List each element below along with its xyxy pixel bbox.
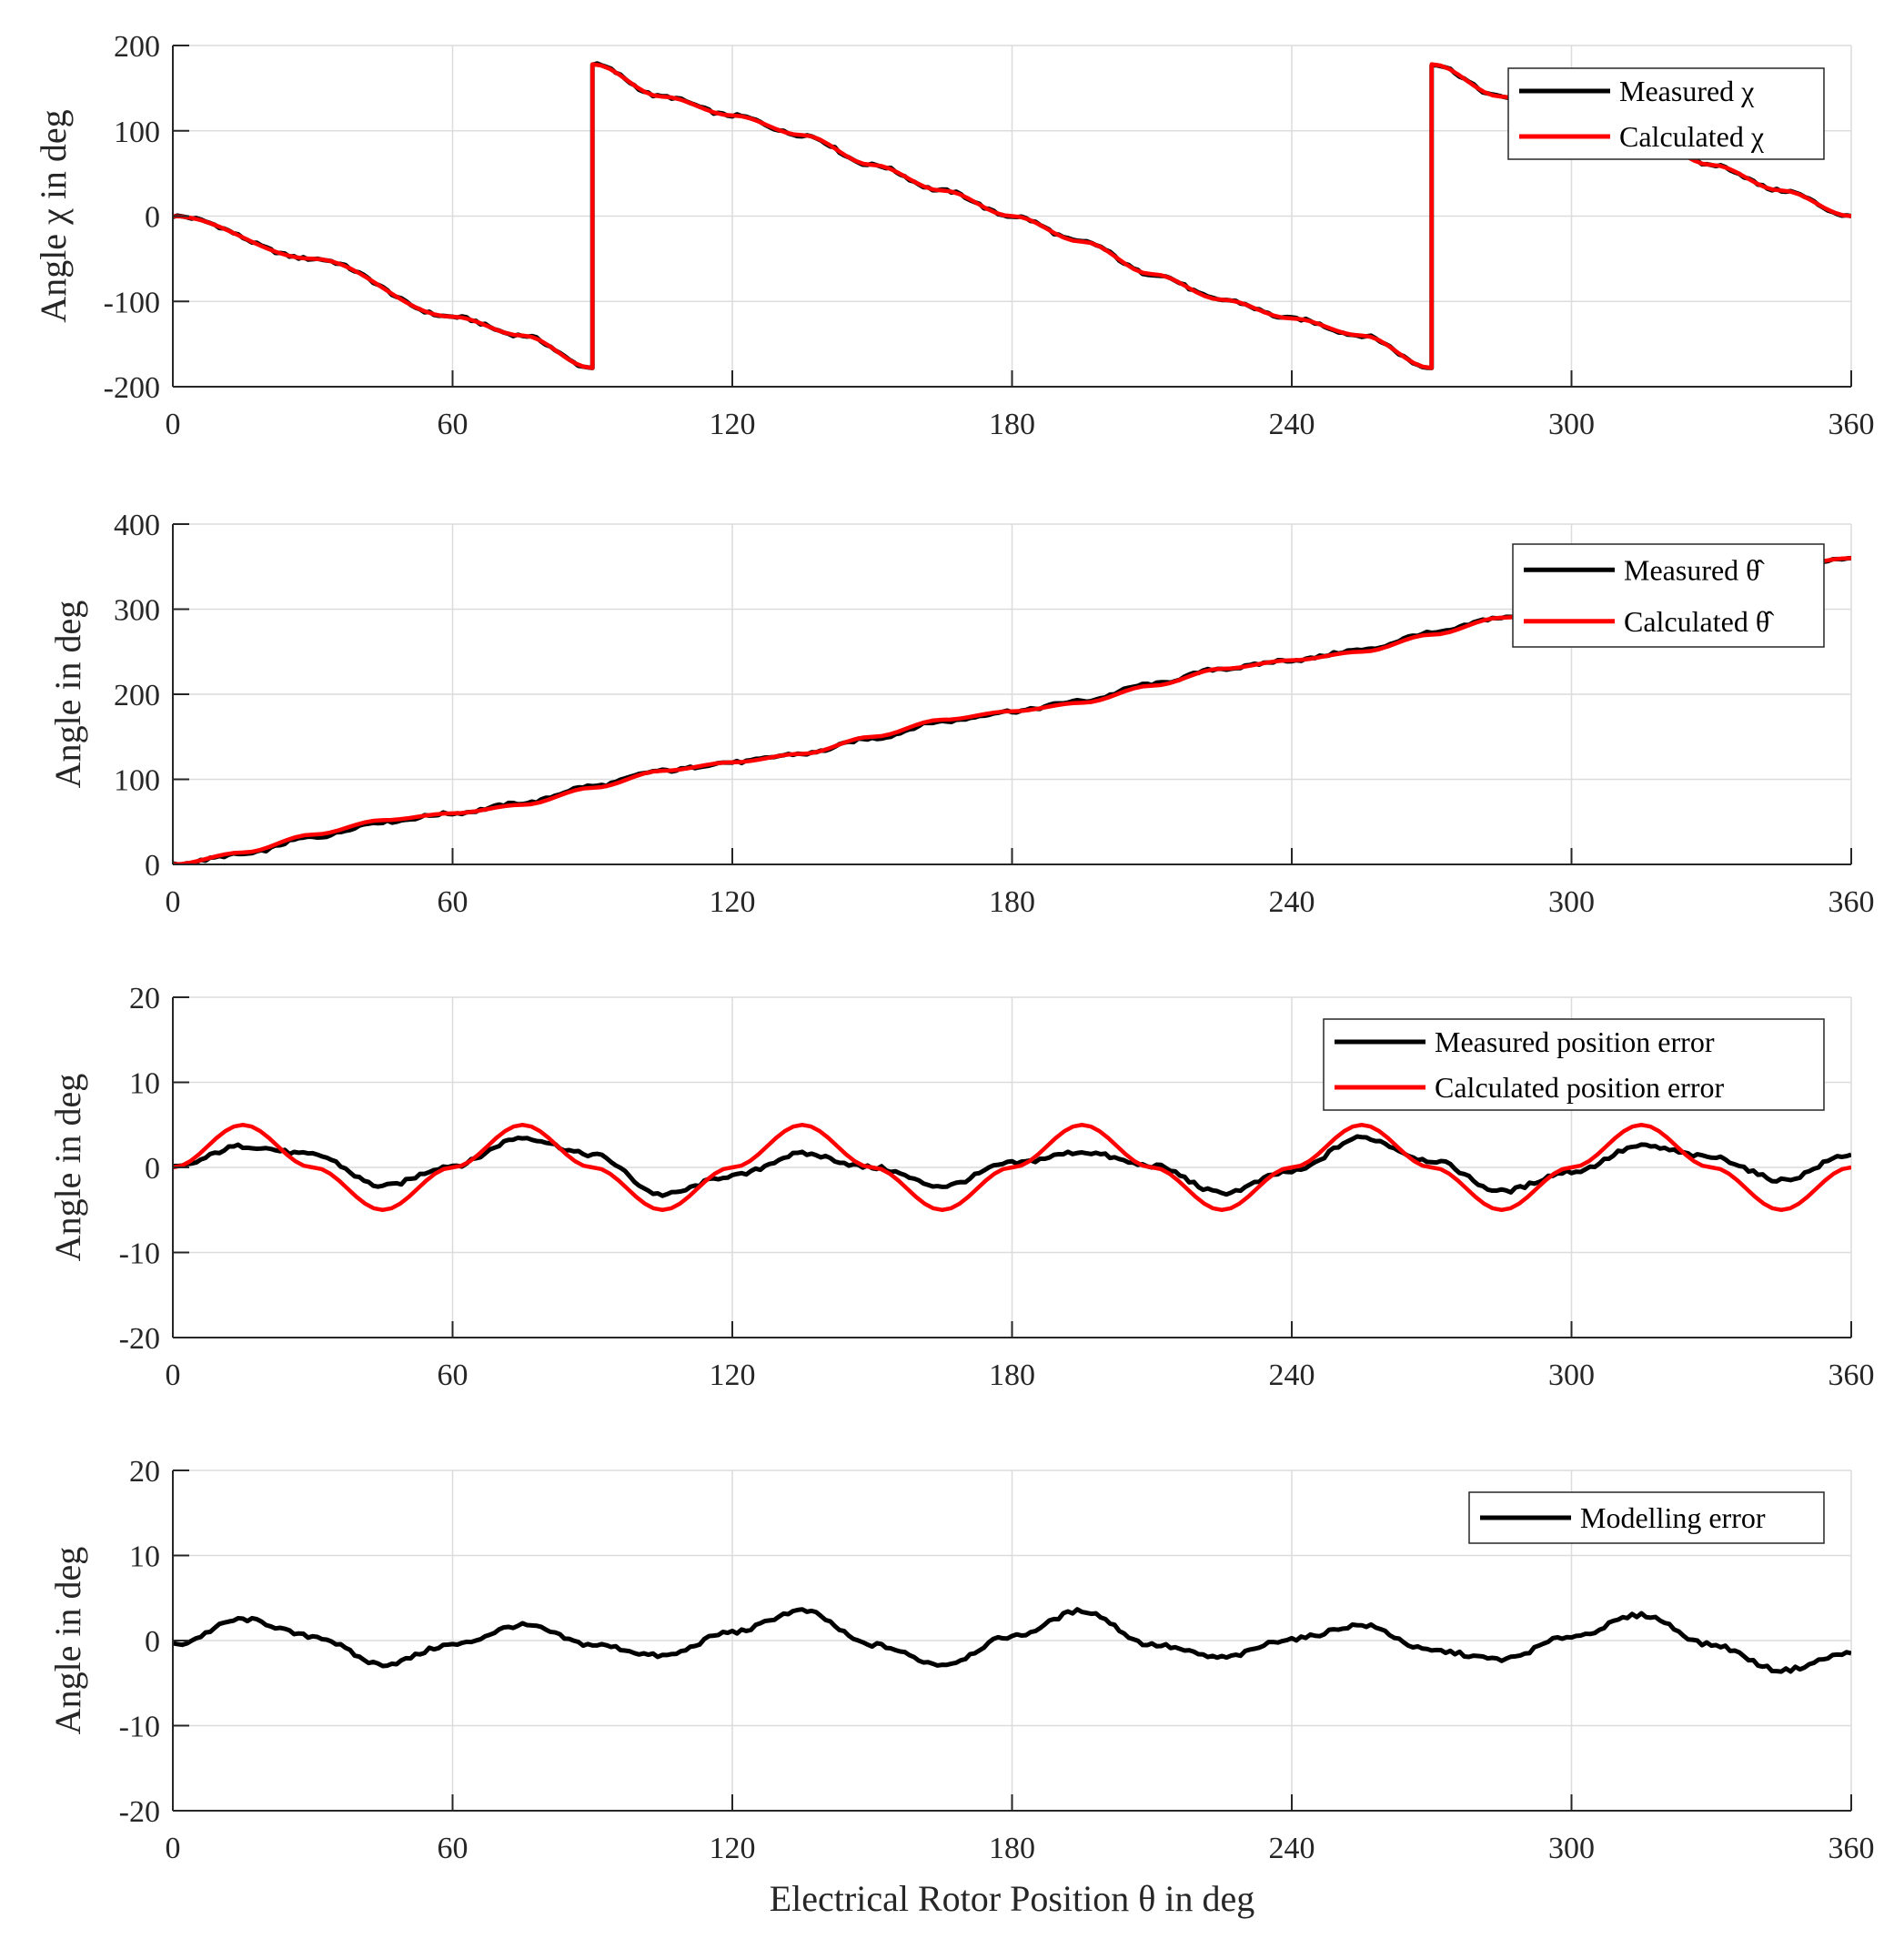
x-tick-label: 300 [1548,1832,1595,1865]
y-axis-label: Angle χ in deg [33,109,74,322]
x-tick-label: 240 [1269,1832,1315,1865]
legend-entry: Measured position error [1435,1025,1715,1058]
y-tick-label: 20 [129,982,160,1015]
y-tick-label: -20 [119,1322,160,1356]
x-tick-label: 240 [1269,885,1315,919]
legend-entry: Calculated χ [1619,120,1765,153]
legend-box [1512,543,1825,648]
x-tick-label: 60 [438,885,468,919]
y-tick-label: 10 [129,1067,160,1101]
x-tick-label: 300 [1548,408,1595,441]
x-tick-label: 180 [989,1832,1035,1865]
x-tick-label: 120 [710,408,756,441]
x-tick-label: 120 [710,885,756,919]
y-tick-label: 0 [145,1152,160,1186]
series-line-1 [173,1607,1851,1674]
x-tick-label: 0 [166,1832,181,1865]
x-tick-label: 240 [1269,1358,1315,1392]
x-axis-label: Electrical Rotor Position θ in deg [770,1878,1255,1919]
subplot-4: 0 60 120 180 240 300 360 -20 -10 0 10 20 Angle in de… [47,1455,1875,1919]
legend-box [1507,67,1825,160]
legend-entry: Measured χ [1619,75,1755,107]
legend: Measured position error Calculated positi… [1323,1018,1825,1111]
legend-entry: Calculated θ̂ [1624,605,1775,638]
x-tick-label: 180 [989,885,1035,919]
x-tick-label: 0 [166,408,181,441]
legend-entry: Calculated position error [1435,1071,1724,1104]
x-tick-label: 360 [1828,1358,1875,1392]
y-tick-label: 300 [114,594,160,628]
y-axis-label: Angle in deg [47,601,88,789]
x-tick-label: 60 [438,1358,468,1392]
y-tick-label: 100 [114,116,160,149]
subplot-3: 0 60 120 180 240 300 360 -20 -10 0 10 20 Angle in de… [47,982,1875,1392]
y-tick-label: -20 [119,1795,160,1829]
subplot-2: 0 60 120 180 240 300 360 0 100 200 300 400 Angle in … [47,509,1875,919]
x-tick-label: 120 [710,1832,756,1865]
x-tick-label: 180 [989,1358,1035,1392]
legend-box [1323,1018,1825,1111]
y-tick-label: -10 [119,1237,160,1271]
x-tick-label: 60 [438,1832,468,1865]
x-tick-label: 300 [1548,885,1595,919]
subplot-1: 0 60 120 180 240 300 360 -200 -100 0 100 200 Angle χ… [33,30,1875,441]
y-tick-label: 200 [114,679,160,712]
x-tick-label: 360 [1828,885,1875,919]
y-tick-label: 10 [129,1540,160,1574]
x-tick-label: 360 [1828,1832,1875,1865]
y-tick-label: 0 [145,849,160,883]
legend: Measured θ̂ Calculated θ̂ [1512,543,1825,648]
y-tick-label: 20 [129,1455,160,1489]
legend-entry: Modelling error [1580,1501,1766,1534]
y-tick-label: 400 [114,509,160,542]
x-tick-label: 240 [1269,408,1315,441]
y-axis-label: Angle in deg [47,1074,88,1262]
y-tick-label: -10 [119,1711,160,1744]
y-tick-label: -100 [104,286,160,319]
y-tick-label: 200 [114,30,160,64]
legend-entry: Measured θ̂ [1624,553,1766,586]
x-tick-label: 120 [710,1358,756,1392]
series-line-2 [173,1123,1851,1212]
y-tick-label: 100 [114,764,160,798]
x-tick-label: 360 [1828,408,1875,441]
y-tick-label: 0 [145,1625,160,1659]
legend: Modelling error [1468,1491,1825,1544]
x-tick-label: 0 [166,1358,181,1392]
x-tick-label: 300 [1548,1358,1595,1392]
y-tick-label: -200 [104,371,160,405]
y-tick-label: 0 [145,201,160,235]
y-axis-label: Angle in deg [47,1547,88,1735]
x-tick-label: 60 [438,408,468,441]
legend: Measured χ Calculated χ [1507,67,1825,160]
x-tick-label: 0 [166,885,181,919]
x-tick-label: 180 [989,408,1035,441]
